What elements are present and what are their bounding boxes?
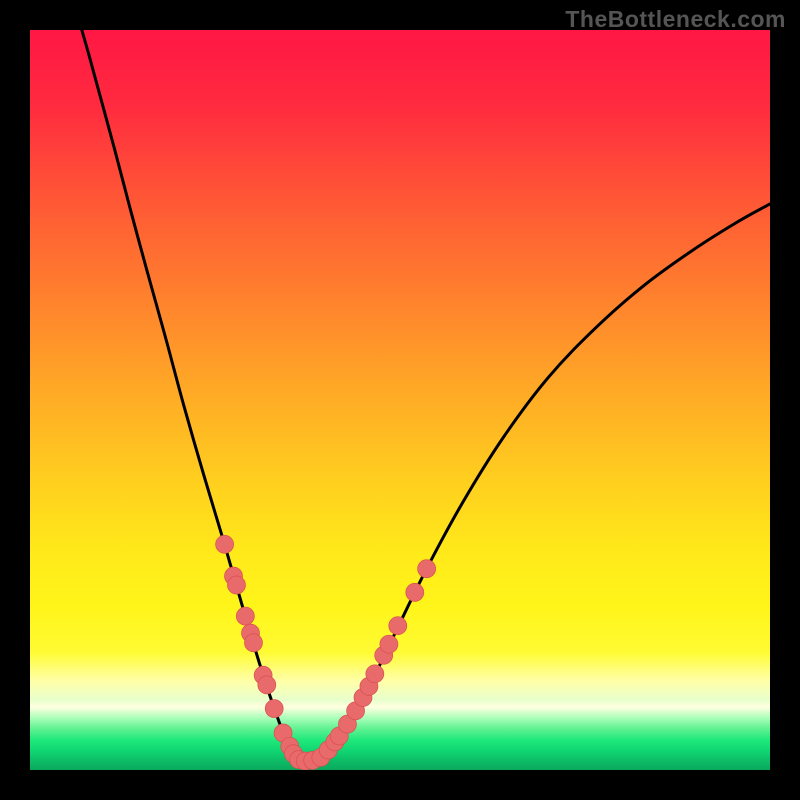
curve-marker [265,700,283,718]
curve-marker [244,634,262,652]
curve-marker [258,676,276,694]
curve-marker [406,583,424,601]
chart-svg [30,30,770,770]
curve-marker [227,576,245,594]
curve-marker [418,560,436,578]
curve-marker [380,635,398,653]
chart-outer-frame: TheBottleneck.com [0,0,800,800]
curve-marker [366,665,384,683]
curve-marker [389,617,407,635]
curve-marker [216,535,234,553]
gradient-background [30,30,770,770]
watermark-text: TheBottleneck.com [565,6,786,33]
curve-marker [236,607,254,625]
plot-area [30,30,770,770]
